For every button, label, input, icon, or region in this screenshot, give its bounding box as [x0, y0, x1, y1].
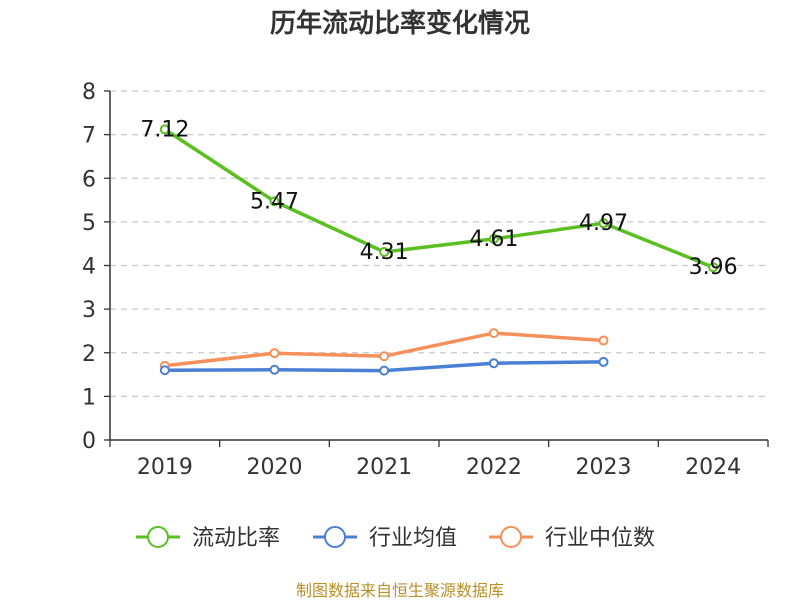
- data-point: [379, 351, 390, 362]
- series-2: [159, 328, 609, 371]
- data-label: 7.12: [140, 117, 189, 142]
- data-label: 4.97: [579, 211, 628, 236]
- legend-item-1: 行业均值: [313, 526, 457, 551]
- data-point: [598, 335, 609, 346]
- data-point: [159, 365, 170, 376]
- data-label: 4.61: [469, 227, 518, 252]
- data-point: [598, 356, 609, 367]
- x-tick-label: 2022: [466, 455, 522, 480]
- legend-marker: [147, 526, 169, 548]
- y-tick-label: 6: [82, 167, 96, 192]
- legend: 流动比率 行业均值 行业中位数: [136, 526, 655, 551]
- data-point: [269, 364, 280, 375]
- data-label: 5.47: [250, 189, 299, 214]
- x-tick-label: 2023: [576, 455, 632, 480]
- data-point: [269, 196, 280, 207]
- data-point: [488, 328, 499, 339]
- y-tick-label: 4: [82, 255, 96, 280]
- data-label: 3.96: [689, 255, 738, 280]
- series-1: [159, 356, 609, 376]
- data-point: [708, 262, 719, 273]
- gridlines: [110, 90, 768, 398]
- x-tick-label: 2020: [247, 455, 303, 480]
- y-tick-label: 1: [82, 385, 96, 410]
- y-tick-label: 3: [82, 298, 96, 323]
- data-label: 4.31: [360, 240, 409, 265]
- y-tick-label: 7: [82, 124, 96, 149]
- legend-label: 流动比率: [192, 526, 280, 551]
- axes: 0 1 2 3 4 5 6 7 8 2019 2020 2021 2022 2023 2024: [82, 80, 769, 480]
- x-tick-label: 2024: [685, 455, 741, 480]
- chart-title: 历年流动比率变化情况: [270, 8, 530, 39]
- data-point: [269, 348, 280, 359]
- legend-label: 行业均值: [369, 526, 457, 551]
- x-tick-label: 2019: [137, 455, 193, 480]
- series-group: 7.12 5.47 4.31 4.61 4.97 3.96: [140, 117, 738, 376]
- y-tick-label: 5: [82, 211, 96, 236]
- y-tick-label: 8: [82, 80, 96, 105]
- data-point: [379, 365, 390, 376]
- y-tick-label: 0: [82, 429, 96, 454]
- y-tick-label: 2: [82, 342, 96, 367]
- legend-label: 行业中位数: [545, 526, 655, 551]
- data-point: [159, 124, 170, 135]
- data-point: [379, 246, 390, 257]
- series-0: 7.12 5.47 4.31 4.61 4.97 3.96: [140, 117, 737, 280]
- series-line: [163, 127, 714, 269]
- data-point: [488, 358, 499, 369]
- legend-marker: [500, 526, 522, 548]
- legend-marker: [324, 526, 346, 548]
- legend-item-0: 流动比率: [136, 526, 280, 551]
- data-point: [598, 218, 609, 229]
- x-tick-label: 2021: [356, 455, 412, 480]
- source-note: 制图数据来自恒生聚源数据库: [296, 581, 504, 600]
- legend-item-2: 行业中位数: [489, 526, 655, 551]
- data-point: [488, 233, 499, 244]
